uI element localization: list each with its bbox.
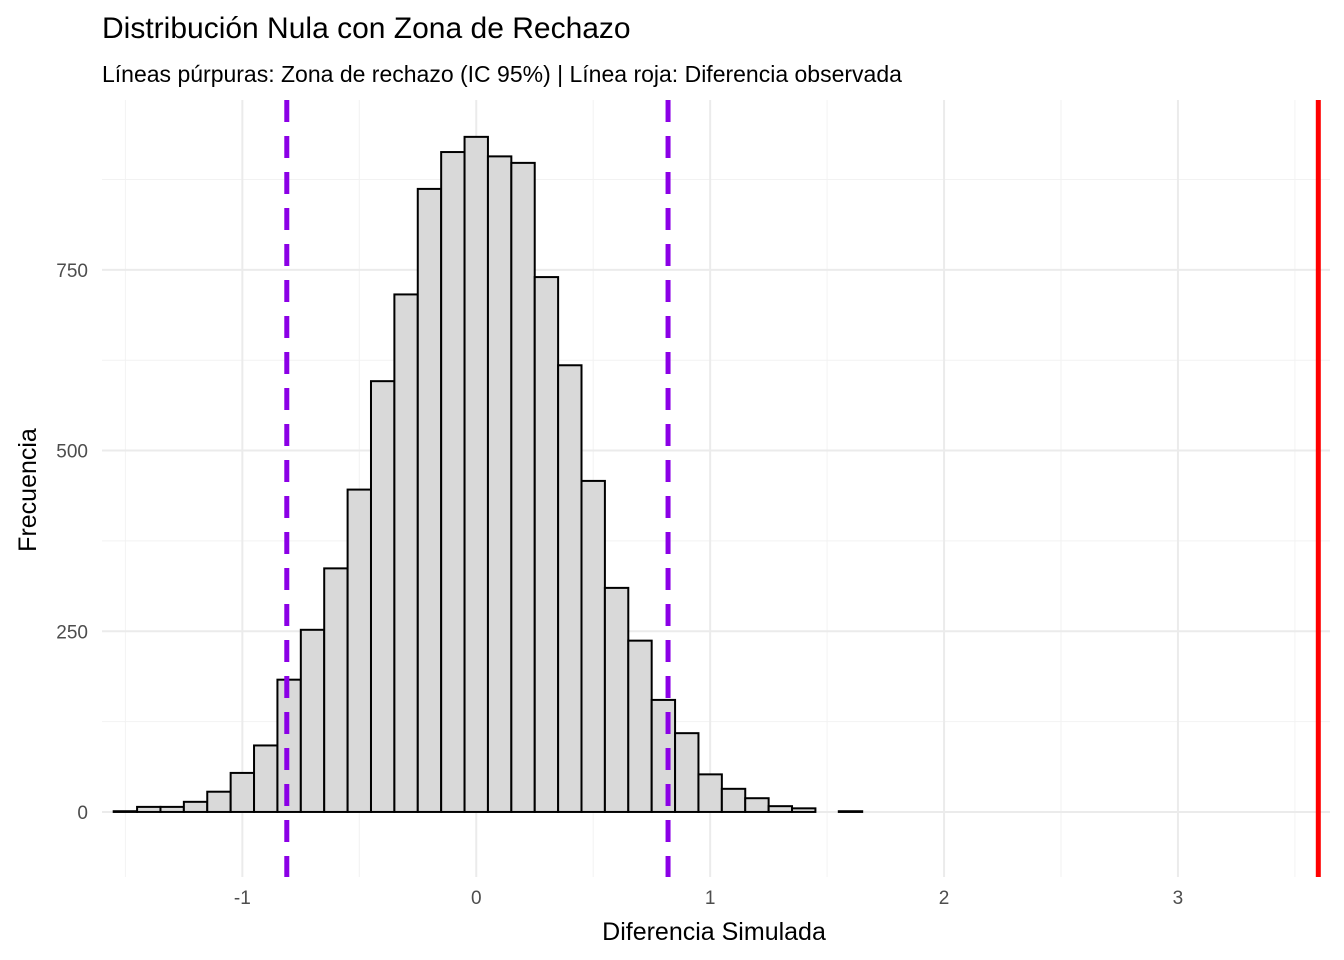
x-tick-label: -1 (234, 888, 251, 909)
histogram-bars (112, 135, 864, 813)
histogram-bar (393, 293, 419, 813)
histogram-bar (182, 800, 209, 813)
y-tick-label: 500 (56, 442, 88, 463)
histogram-bar (136, 805, 162, 813)
x-tick-label: 3 (1173, 888, 1184, 909)
histogram-bar (627, 639, 653, 813)
y-tick-label: 250 (56, 622, 88, 643)
histogram-bar (533, 276, 560, 813)
histogram-bar (674, 732, 700, 813)
histogram-bar (744, 797, 770, 813)
histogram-bar (650, 698, 677, 813)
x-tick-label: 1 (705, 888, 716, 909)
x-tick-label: 0 (471, 888, 482, 909)
x-axis-ticks: -1 0 1 2 3 (234, 888, 1183, 909)
chart-subtitle: Líneas púrpuras: Zona de rechazo (IC 95%… (102, 61, 902, 87)
histogram-bar (159, 805, 185, 813)
histogram-bar (791, 807, 817, 813)
histogram-bar (440, 151, 466, 813)
histogram-bar (206, 790, 232, 813)
histogram-bar (323, 567, 349, 813)
x-tick-label: 2 (939, 888, 950, 909)
chart-title: Distribución Nula con Zona de Rechazo (102, 12, 631, 45)
histogram-bar (767, 805, 794, 813)
histogram-bar (510, 161, 536, 813)
histogram-bar (557, 364, 583, 813)
histogram-bar (369, 380, 396, 813)
reference-lines (284, 100, 1321, 877)
histogram-bar (253, 744, 279, 813)
histogram-bar (697, 773, 723, 813)
histogram-bar (463, 135, 489, 813)
histogram-bar (346, 488, 372, 813)
y-tick-label: 0 (77, 803, 88, 824)
y-axis-ticks: 0 250 500 750 (56, 261, 88, 824)
x-axis-title: Diferencia Simulada (602, 918, 826, 946)
y-axis-title: Frecuencia (14, 428, 42, 552)
histogram-bar (486, 155, 513, 813)
histogram-bar (580, 479, 606, 813)
histogram-bar (416, 187, 443, 813)
histogram-bar (112, 810, 139, 813)
histogram-bar (837, 810, 864, 813)
histogram-bar (299, 628, 326, 813)
histogram-bar (603, 586, 630, 813)
y-tick-label: 750 (56, 261, 88, 282)
histogram-bar (720, 787, 747, 813)
histogram-bar (229, 771, 256, 813)
